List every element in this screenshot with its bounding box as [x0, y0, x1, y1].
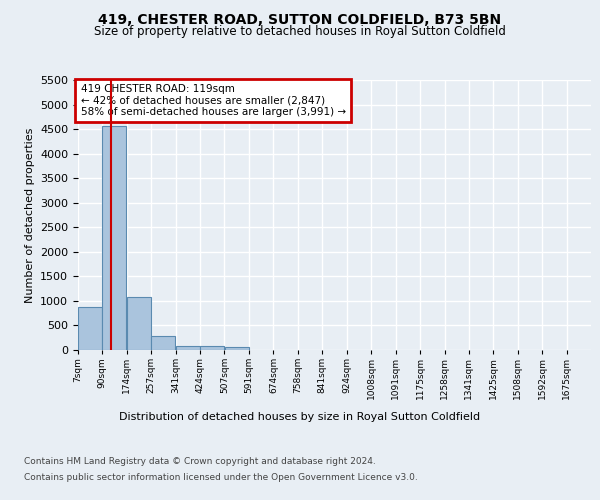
Text: 419, CHESTER ROAD, SUTTON COLDFIELD, B73 5BN: 419, CHESTER ROAD, SUTTON COLDFIELD, B73…	[98, 12, 502, 26]
Y-axis label: Number of detached properties: Number of detached properties	[25, 128, 35, 302]
Bar	[224, 348, 248, 350]
Bar	[176, 346, 200, 350]
Text: Size of property relative to detached houses in Royal Sutton Coldfield: Size of property relative to detached ho…	[94, 25, 506, 38]
Text: Distribution of detached houses by size in Royal Sutton Coldfield: Distribution of detached houses by size …	[119, 412, 481, 422]
Text: 419 CHESTER ROAD: 119sqm
← 42% of detached houses are smaller (2,847)
58% of sem: 419 CHESTER ROAD: 119sqm ← 42% of detach…	[80, 84, 346, 117]
Bar	[127, 298, 151, 350]
Bar	[200, 346, 224, 350]
Bar	[103, 126, 127, 350]
Text: Contains public sector information licensed under the Open Government Licence v3: Contains public sector information licen…	[24, 472, 418, 482]
Bar	[78, 307, 102, 350]
Text: Contains HM Land Registry data © Crown copyright and database right 2024.: Contains HM Land Registry data © Crown c…	[24, 458, 376, 466]
Bar	[151, 336, 175, 350]
